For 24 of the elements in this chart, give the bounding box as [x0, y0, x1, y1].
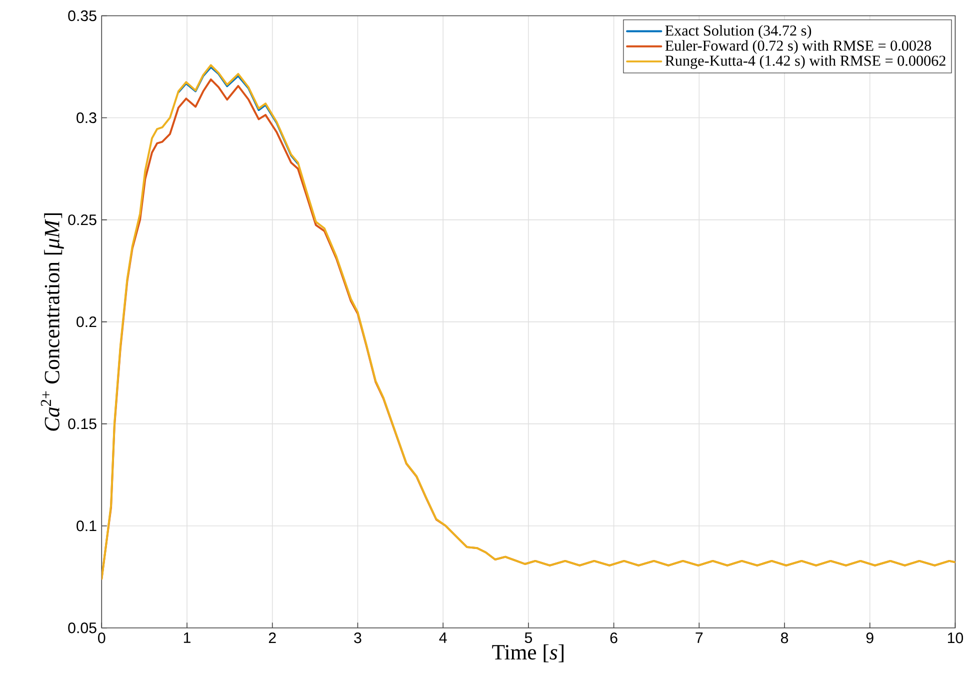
x-tick-label: 7	[696, 632, 703, 643]
y-tick-label: 0.2	[76, 316, 96, 328]
y-axis-title: Ca$^{2+}$ Concentration [μM]	[40, 213, 64, 431]
x-tick-label: 4	[439, 632, 447, 643]
x-tick-label: 10	[948, 632, 964, 644]
x-tick-label: 9	[866, 632, 874, 644]
y-tick-label: 0.1	[76, 520, 96, 532]
x-tick-label: 2	[268, 632, 276, 644]
y-tick-label: 0.15	[68, 418, 96, 430]
x-axis-title: Time [s]	[492, 644, 564, 662]
x-tick-label: 8	[780, 632, 788, 644]
line-series	[177, 66, 299, 165]
x-tick-label: 6	[610, 632, 618, 644]
y-tick-label: 0.25	[68, 214, 96, 226]
legend-label: Exact Solution (34.72 s)	[665, 25, 812, 39]
legend-label: Euler-Foward (0.72 s) with RMSE = 0.0028	[665, 40, 932, 54]
x-tick-label: 3	[354, 632, 362, 644]
x-tick-label: 1	[184, 632, 190, 643]
x-tick-label: 5	[524, 632, 532, 644]
y-tick-label: 0.3	[76, 112, 96, 124]
legend-label: Runge-Kutta-4 (1.42 s) with RMSE = 0.00062	[665, 55, 946, 69]
y-tick-label: 0.35	[68, 10, 96, 22]
y-tick-label: 0.05	[68, 622, 96, 634]
x-tick-label: 0	[98, 632, 106, 644]
